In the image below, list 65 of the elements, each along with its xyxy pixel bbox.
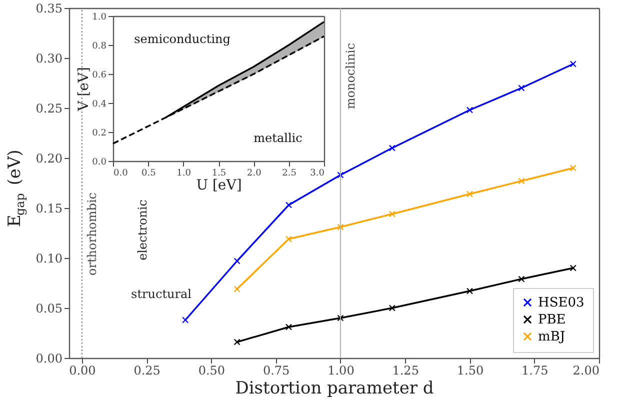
point xyxy=(285,324,292,330)
y-tick-label: 0.2 xyxy=(92,128,106,138)
y-tick-label: 0.30 xyxy=(36,52,62,66)
x-tick-label: 0.5 xyxy=(142,168,156,178)
x-tick-label: 0.75 xyxy=(262,364,290,378)
x-tick-label: 1.75 xyxy=(522,364,548,378)
point xyxy=(466,288,474,294)
point xyxy=(388,144,396,152)
x-tick-label: 0.50 xyxy=(198,364,226,378)
x-tick-label: 0.0 xyxy=(114,168,128,178)
point xyxy=(234,286,240,292)
point xyxy=(570,264,576,272)
y-tick-label: 1.0 xyxy=(92,12,107,22)
ref-line-label: orthorhombic xyxy=(84,192,99,276)
y-tick-label: 0.00 xyxy=(36,352,62,366)
y-axis-title: V [eV] xyxy=(76,67,92,112)
y-tick-label: 0.25 xyxy=(36,102,62,116)
x-tick-label: 1.00 xyxy=(328,364,354,378)
y-tick-label: 0.35 xyxy=(36,2,62,16)
x-tick-label: 0.25 xyxy=(134,364,160,378)
annotation: metallic xyxy=(254,130,303,145)
x-tick-label: 1.0 xyxy=(176,168,192,178)
point xyxy=(388,304,396,312)
point xyxy=(285,202,292,208)
point xyxy=(337,172,344,178)
x-tick-label: 3.0 xyxy=(310,168,325,178)
x-tick-label: 0.00 xyxy=(69,364,96,378)
point xyxy=(388,210,396,218)
point xyxy=(466,190,474,198)
point xyxy=(234,338,240,346)
point xyxy=(337,224,344,230)
legend-label: PBE xyxy=(538,312,566,328)
point xyxy=(234,258,240,264)
x-axis-title: U [eV] xyxy=(196,178,242,194)
point xyxy=(337,314,344,322)
point xyxy=(285,236,292,242)
y-tick-label: 0.8 xyxy=(92,42,107,52)
point xyxy=(518,178,525,184)
legend-label: HSE03 xyxy=(538,296,584,310)
legend-label: mBJ xyxy=(538,330,566,344)
x-tick-label: 2.0 xyxy=(247,168,262,178)
y-axis-title: Egap (eV) xyxy=(5,150,27,228)
point xyxy=(518,276,525,282)
x-axis-title: Distortion parameter d xyxy=(235,378,434,398)
point xyxy=(570,164,576,172)
x-tick-label: 2.5 xyxy=(282,168,297,178)
x-tick-label: 1.25 xyxy=(392,364,419,378)
y-tick-label: 0.6 xyxy=(92,70,107,80)
y-tick-label: 0.05 xyxy=(36,302,62,316)
point xyxy=(182,316,189,324)
point xyxy=(466,106,474,114)
x-tick-label: 1.5 xyxy=(212,168,226,178)
y-tick-label: 0.0 xyxy=(92,158,107,168)
y-tick-label: 0.4 xyxy=(92,100,107,110)
point xyxy=(570,60,576,68)
x-tick-label: 2.00 xyxy=(572,364,600,378)
y-tick-label: 0.15 xyxy=(36,202,62,216)
ref-line-label: monoclinic xyxy=(343,42,358,110)
annotation: electronic xyxy=(136,199,150,260)
annotation: structural xyxy=(131,287,192,301)
point xyxy=(518,84,525,92)
y-tick-label: 0.20 xyxy=(36,152,62,166)
y-tick-label: 0.10 xyxy=(36,252,62,266)
annotation: semiconducting xyxy=(134,32,231,46)
x-tick-label: 1.50 xyxy=(456,364,484,378)
